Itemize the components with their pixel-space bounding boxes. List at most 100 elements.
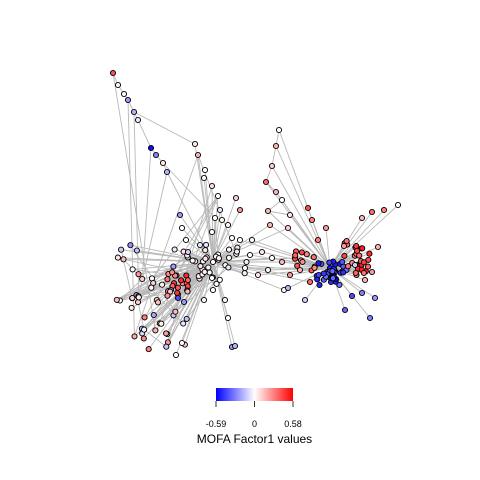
network-node bbox=[254, 271, 262, 279]
network-node bbox=[231, 342, 239, 350]
network-node bbox=[178, 339, 186, 347]
network-node bbox=[294, 262, 301, 269]
network-node bbox=[164, 276, 171, 283]
network-node bbox=[130, 108, 138, 116]
network-node bbox=[352, 269, 359, 277]
network-edge bbox=[119, 278, 143, 301]
network-node bbox=[201, 268, 208, 275]
network-node bbox=[264, 266, 272, 274]
network-node bbox=[135, 294, 142, 301]
network-node bbox=[266, 221, 274, 229]
network-edge bbox=[271, 165, 331, 269]
network-node bbox=[164, 292, 171, 299]
network-node bbox=[196, 241, 204, 249]
network-node bbox=[209, 286, 217, 294]
network-node bbox=[216, 206, 224, 214]
network-edge bbox=[165, 261, 214, 347]
network-node bbox=[225, 246, 233, 253]
network-node bbox=[191, 140, 199, 148]
network-node bbox=[127, 242, 134, 249]
network-edge bbox=[329, 204, 399, 269]
network-node bbox=[197, 263, 204, 270]
network-node bbox=[354, 247, 361, 254]
network-node bbox=[348, 292, 356, 300]
network-edge bbox=[176, 195, 219, 276]
network-node bbox=[206, 269, 213, 276]
network-node bbox=[268, 162, 276, 170]
network-node bbox=[174, 289, 181, 296]
network-node bbox=[232, 194, 240, 202]
network-edge bbox=[138, 268, 203, 297]
network-node bbox=[368, 208, 376, 216]
network-node bbox=[329, 275, 337, 282]
network-edge bbox=[212, 261, 233, 348]
network-node bbox=[171, 246, 178, 253]
network-node bbox=[264, 207, 272, 215]
network-node bbox=[366, 314, 374, 322]
network-node bbox=[180, 320, 187, 327]
network-node bbox=[135, 271, 142, 278]
network-node bbox=[304, 204, 312, 212]
network-node bbox=[145, 346, 152, 353]
network-node bbox=[272, 188, 280, 196]
network-node bbox=[109, 69, 117, 77]
network-node bbox=[268, 254, 276, 262]
network-node bbox=[202, 247, 209, 254]
network-node bbox=[152, 327, 159, 334]
network-edge bbox=[137, 171, 168, 297]
network-edge bbox=[212, 227, 289, 263]
network-node bbox=[316, 281, 323, 289]
network-node bbox=[278, 258, 286, 266]
network-node bbox=[174, 284, 181, 291]
network-node bbox=[208, 182, 216, 190]
network-node bbox=[169, 269, 176, 276]
network-node bbox=[298, 249, 305, 256]
network-node bbox=[209, 258, 217, 266]
network-edge bbox=[134, 154, 199, 337]
network-node bbox=[120, 90, 128, 98]
network-node bbox=[178, 224, 186, 232]
network-edge bbox=[239, 239, 331, 269]
network-node bbox=[225, 264, 232, 271]
network-node bbox=[368, 268, 376, 276]
network-node bbox=[163, 330, 170, 337]
network-nodes bbox=[109, 69, 402, 359]
network-node bbox=[154, 299, 162, 306]
network-edge bbox=[141, 311, 176, 330]
network-node bbox=[360, 259, 367, 266]
network-node bbox=[189, 257, 196, 264]
colorbar-mid-label: 0 bbox=[252, 419, 257, 429]
network-node bbox=[341, 306, 349, 314]
network-node bbox=[150, 311, 157, 319]
color-legend: -0.59 0 0.58 MOFA Factor1 values bbox=[197, 388, 312, 446]
network-node bbox=[213, 280, 220, 287]
network-node bbox=[374, 243, 382, 251]
network-node bbox=[148, 284, 155, 291]
network-node bbox=[329, 268, 336, 275]
network-node bbox=[322, 224, 330, 232]
network-node bbox=[236, 206, 244, 214]
network-node bbox=[203, 241, 210, 248]
network-edge bbox=[173, 195, 219, 316]
network-edge bbox=[136, 255, 188, 296]
network-node bbox=[358, 289, 366, 297]
network-node bbox=[241, 264, 249, 272]
network-node bbox=[163, 168, 171, 176]
network-node bbox=[315, 260, 322, 267]
network-edge bbox=[214, 217, 219, 255]
network-edge bbox=[187, 255, 229, 268]
network-node bbox=[216, 276, 223, 283]
network-node bbox=[214, 192, 222, 200]
network-node bbox=[275, 126, 283, 134]
network-node bbox=[176, 211, 184, 219]
network-node bbox=[303, 251, 310, 258]
network-edge bbox=[133, 111, 140, 298]
network-node bbox=[310, 254, 317, 261]
network-node bbox=[340, 269, 347, 276]
network-node bbox=[180, 298, 188, 306]
network-edge bbox=[141, 147, 152, 280]
network-node bbox=[286, 271, 294, 279]
network-node bbox=[124, 96, 132, 104]
network-node bbox=[301, 296, 309, 304]
